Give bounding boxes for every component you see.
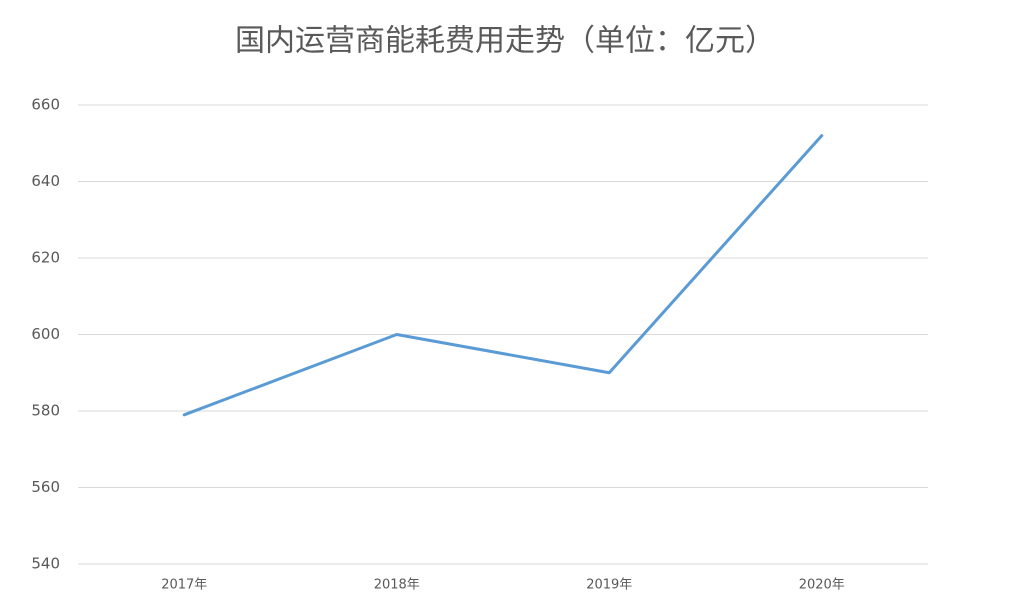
data-line (182, 134, 824, 417)
x-tick-label: 2019年 (586, 578, 632, 593)
x-tick-label: 2018年 (374, 578, 420, 593)
y-tick-label: 620 (31, 249, 60, 267)
y-tick-label: 640 (31, 172, 60, 190)
chart-title: 国内运营商能耗费用走势（单位：亿元） (235, 24, 775, 59)
y-tick-label: 540 (31, 555, 60, 573)
y-tick-label: 560 (31, 478, 60, 496)
y-tick-label: 660 (31, 96, 60, 114)
y-tick-label: 580 (31, 402, 60, 420)
x-tick-label: 2017年 (161, 578, 207, 593)
x-tick-label: 2020年 (799, 578, 845, 593)
y-tick-label: 600 (31, 325, 60, 343)
